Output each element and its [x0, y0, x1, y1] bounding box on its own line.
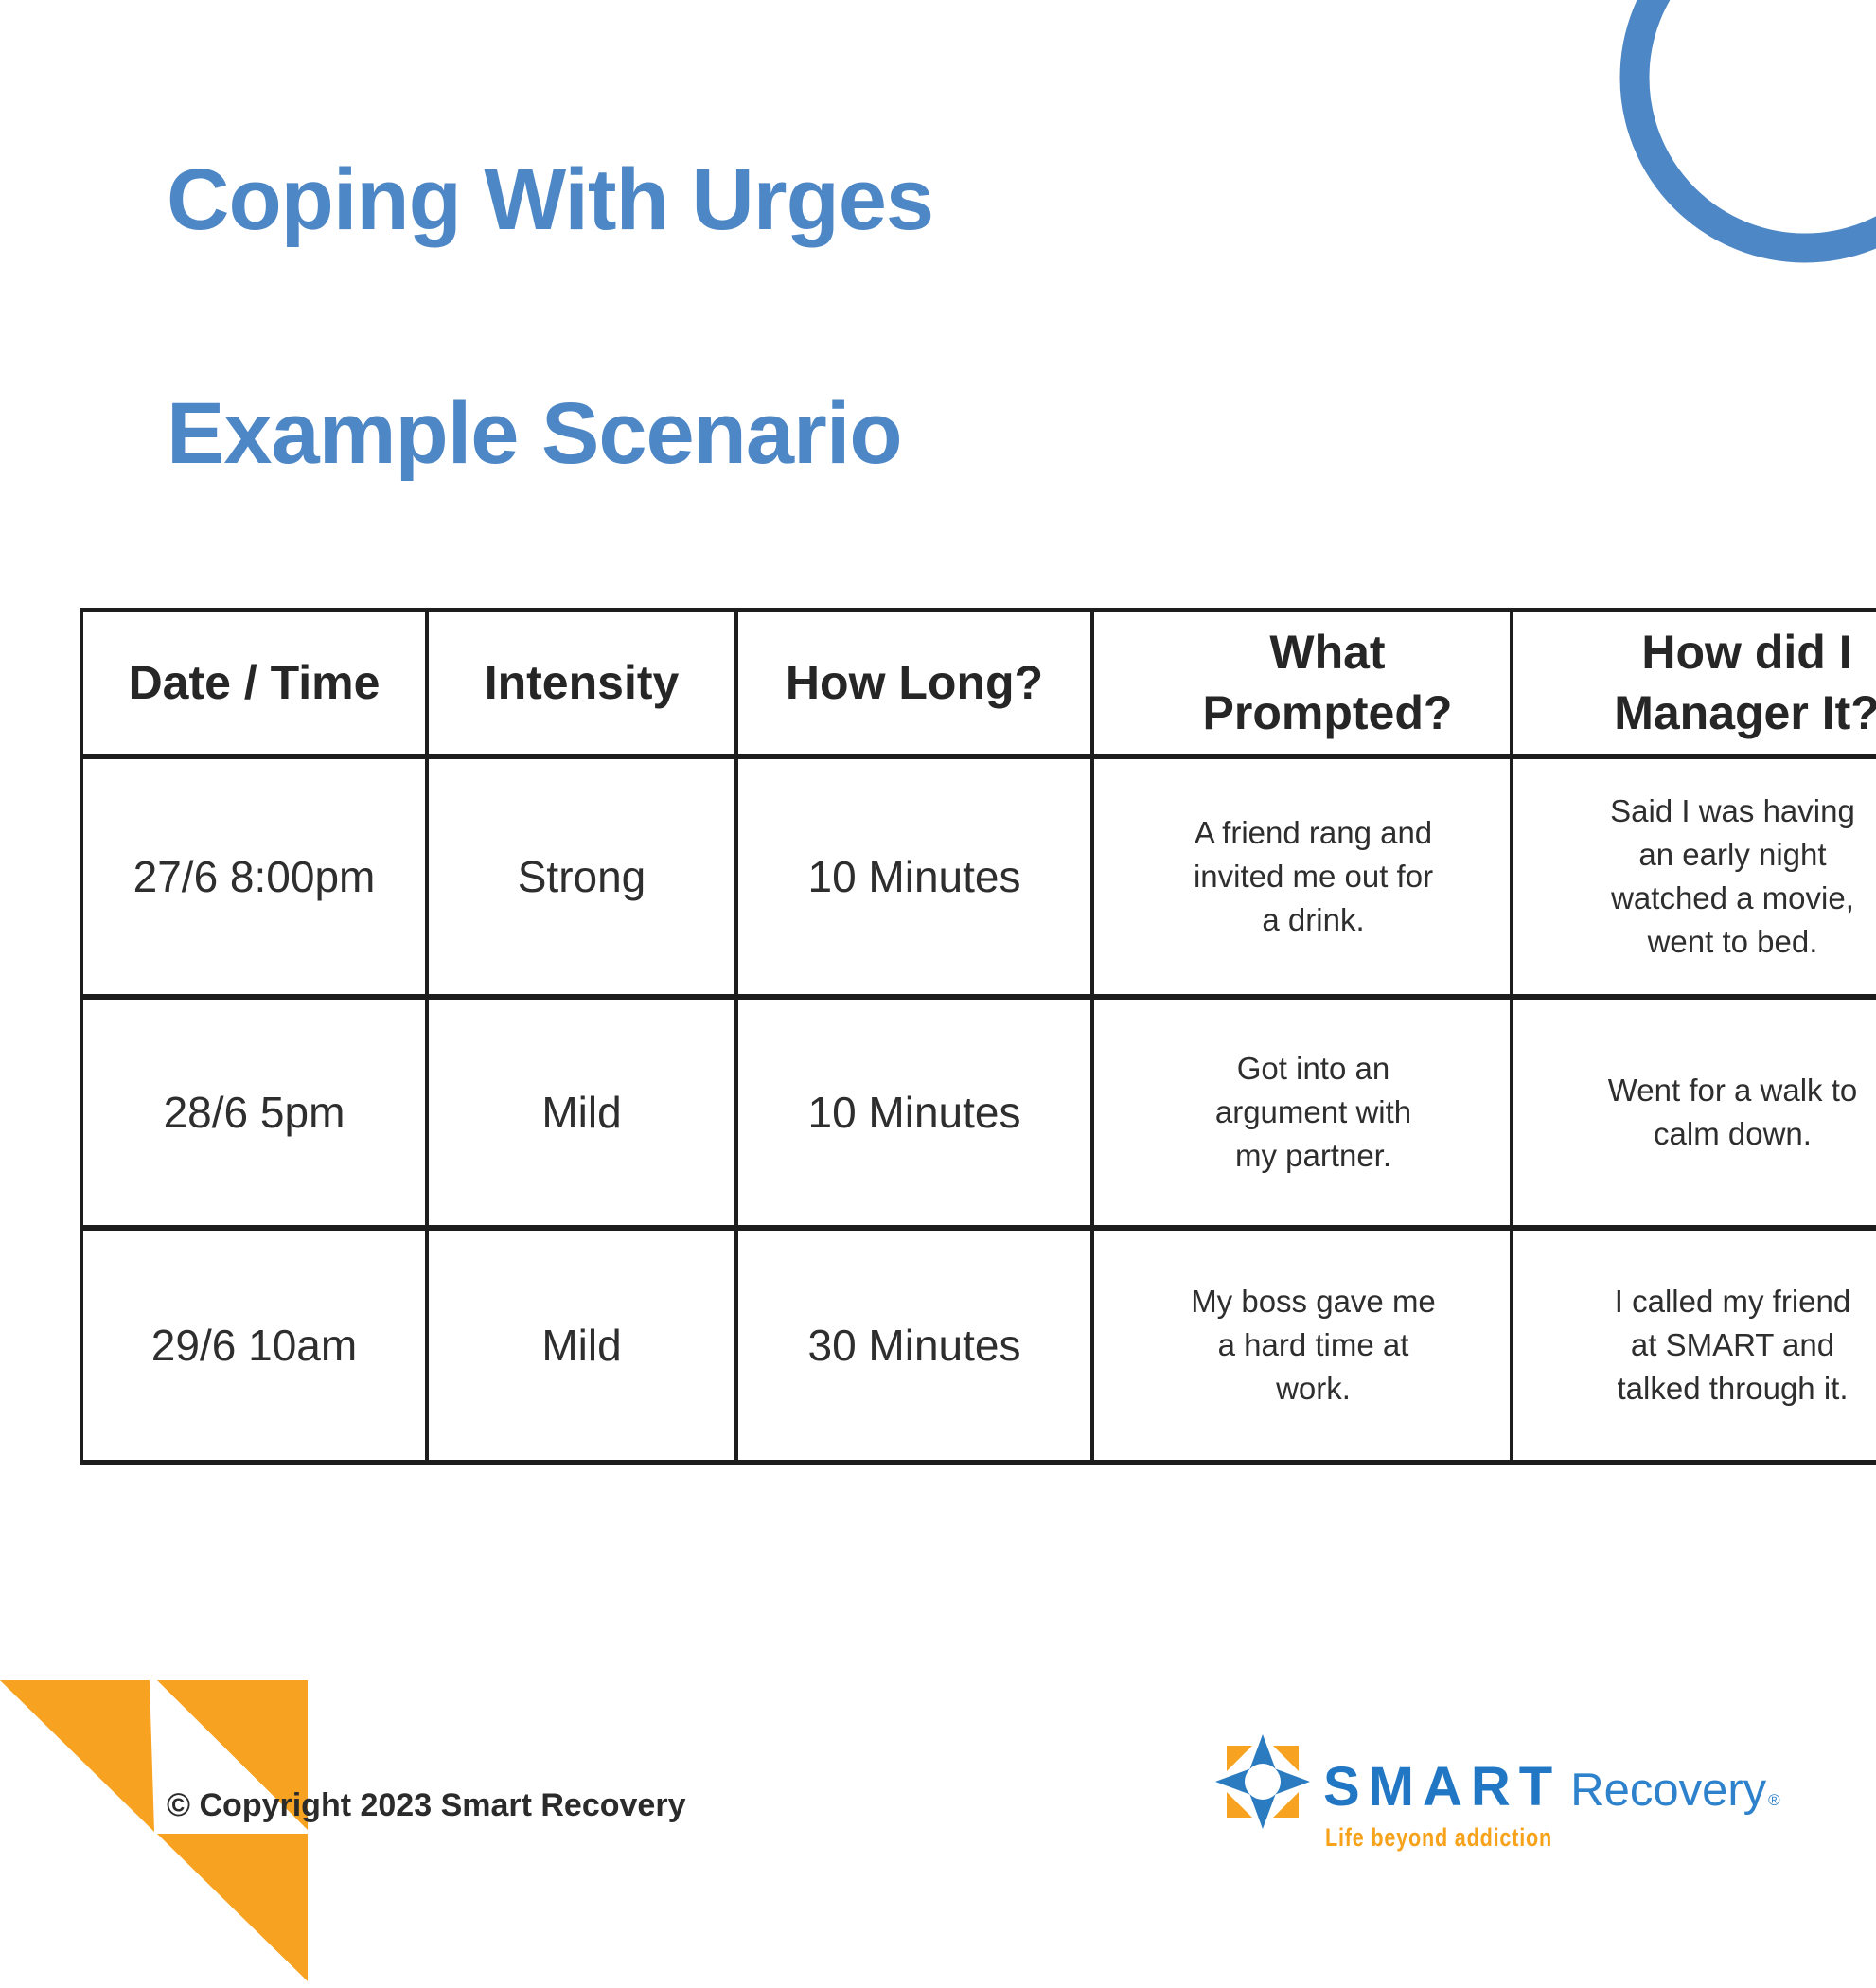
table-row: 27/6 8:00pm Strong 10 Minutes A friend r… [80, 754, 1876, 999]
cell-how-managed: Went for a walk to calm down. [1510, 994, 1876, 1230]
cell-how-managed: I called my friend at SMART and talked t… [1510, 1225, 1876, 1465]
page-title: Coping With Urges Example Scenario [167, 142, 934, 492]
table-header-row: Date / Time Intensity How Long? What Pro… [80, 608, 1876, 758]
cell-date-time: 29/6 10am [80, 1225, 429, 1465]
cell-how-long: 10 Minutes [734, 754, 1094, 999]
ring-decoration-icon [1619, 0, 1876, 263]
cell-what-prompted: My boss gave me a hard time at work. [1090, 1225, 1513, 1465]
cell-what-prompted: Got into an argument with my partner. [1090, 994, 1513, 1230]
header-how-long: How Long? [734, 608, 1094, 758]
corner-triangles-icon [0, 1680, 308, 1981]
page-title-line1: Coping With Urges [167, 151, 934, 248]
header-date-time: Date / Time [80, 608, 429, 758]
smart-recovery-star-icon [1215, 1734, 1310, 1829]
logo-wordmark: SMART Recovery ® [1323, 1755, 1780, 1819]
cell-date-time: 27/6 8:00pm [80, 754, 429, 999]
table-row: 28/6 5pm Mild 10 Minutes Got into an arg… [80, 994, 1876, 1230]
cell-how-managed: Said I was having an early night watched… [1510, 754, 1876, 999]
header-intensity: Intensity [425, 608, 738, 758]
cell-intensity: Mild [425, 1225, 738, 1465]
cell-what-prompted: A friend rang and invited me out for a d… [1090, 754, 1513, 999]
logo-tagline: Life beyond addiction [1325, 1823, 1553, 1852]
logo-smart-text: SMART [1323, 1756, 1562, 1818]
cell-intensity: Mild [425, 994, 738, 1230]
header-how-managed: How did I Manager It? [1510, 608, 1876, 758]
registered-trademark-icon: ® [1768, 1791, 1780, 1809]
cell-date-time: 28/6 5pm [80, 994, 429, 1230]
header-what-prompted: What Prompted? [1090, 608, 1513, 758]
table-row: 29/6 10am Mild 30 Minutes My boss gave m… [80, 1225, 1876, 1465]
logo-recovery-text: Recovery [1570, 1765, 1767, 1816]
copyright-text: © Copyright 2023 Smart Recovery [167, 1787, 686, 1823]
cell-how-long: 10 Minutes [734, 994, 1094, 1230]
cell-intensity: Strong [425, 754, 738, 999]
page-title-line2: Example Scenario [167, 384, 903, 482]
cell-how-long: 30 Minutes [734, 1225, 1094, 1465]
urge-log-table: Date / Time Intensity How Long? What Pro… [80, 608, 1876, 1465]
